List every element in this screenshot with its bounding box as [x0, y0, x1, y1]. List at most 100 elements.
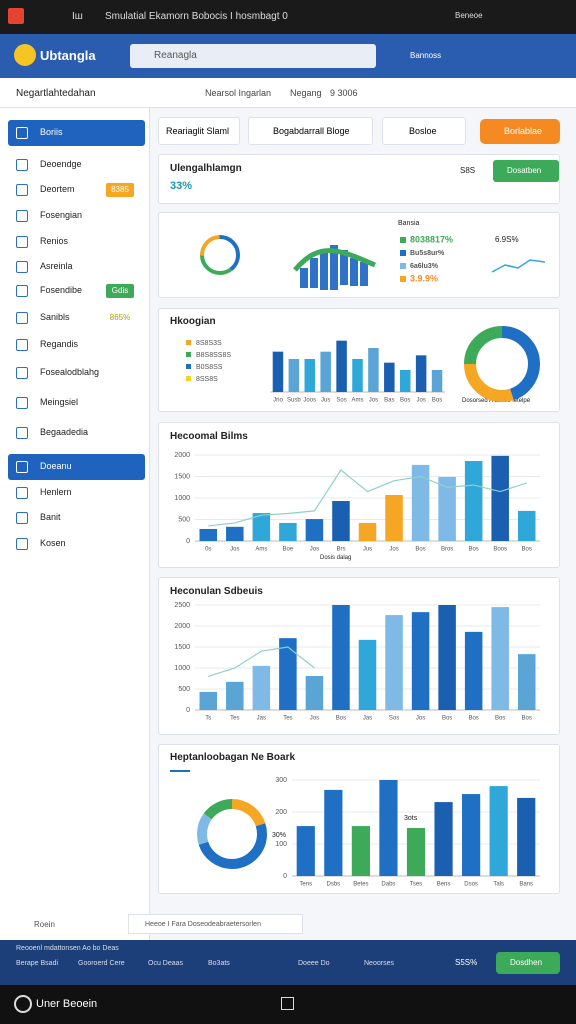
- donut-segment: [197, 799, 267, 869]
- primary-button[interactable]: Borlablae: [480, 119, 560, 144]
- donut-segment: [200, 235, 240, 275]
- sidebar-item[interactable]: Fosealodblahg: [40, 367, 100, 377]
- taskbar: [0, 985, 576, 1024]
- sidebar-item[interactable]: Doeanu: [40, 461, 72, 471]
- bar: [464, 631, 483, 710]
- donut-label: 30%: [272, 832, 287, 839]
- trend-line: [208, 469, 527, 527]
- window-icon[interactable]: [281, 997, 294, 1010]
- taskbar-start[interactable]: Uner Beoein: [36, 998, 98, 1010]
- breadcrumb: Nearsol Ingarlan: [205, 88, 272, 98]
- logo[interactable]: Ubtangla: [40, 48, 96, 63]
- summary-right: S8S: [460, 166, 476, 175]
- logo-icon: [14, 44, 36, 66]
- bar: [199, 691, 218, 710]
- x-tick-label: Jus: [321, 398, 330, 404]
- x-tick-label: Tes: [283, 716, 292, 722]
- y-tick-label: 0: [186, 707, 190, 714]
- sidebar-icon: [16, 312, 28, 324]
- legend-swatch: [186, 352, 191, 357]
- sidebar-icon: [16, 210, 28, 222]
- bar: [332, 605, 350, 710]
- sidebar-icon: [16, 236, 28, 248]
- sidebar-item[interactable]: Boriis: [40, 127, 63, 137]
- sidebar-item[interactable]: Kosen: [40, 538, 66, 548]
- sidebar-item[interactable]: Fosengian: [40, 210, 83, 220]
- sidebar-item[interactable]: Banit: [40, 512, 61, 522]
- legend-label: 3.9.9%: [410, 273, 438, 283]
- search-box[interactable]: Reanagla: [130, 44, 376, 68]
- x-tick-label: Jas: [363, 716, 372, 722]
- x-tick-label: Bos: [432, 398, 442, 404]
- bar: [226, 681, 244, 710]
- sidebar-item[interactable]: Meingsiel: [40, 397, 79, 407]
- sidebar-item[interactable]: Asreinla: [40, 261, 73, 271]
- sidebar-item[interactable]: Deoendge: [40, 159, 82, 169]
- x-tick-label: Tes: [230, 716, 239, 722]
- decor-wave: [293, 248, 376, 272]
- sidebar-icon: [16, 487, 28, 499]
- bar: [336, 340, 347, 392]
- sidebar-item[interactable]: Fosendibe: [40, 285, 83, 295]
- y-tick-label: 500: [178, 686, 190, 693]
- x-tick-label: Bos: [522, 716, 532, 722]
- legend-swatch: [186, 340, 191, 345]
- decor-bar: [330, 245, 338, 290]
- sidebar-item[interactable]: Henlern: [40, 487, 72, 497]
- x-tick-label: Sos: [389, 716, 399, 722]
- sidebar-item[interactable]: Regandis: [40, 339, 79, 349]
- y-tick-label: 1500: [174, 473, 190, 480]
- legend-label: 6a6lu3%: [410, 263, 439, 270]
- decor-wave: [491, 259, 546, 273]
- bottom-button[interactable]: Dosdhen: [496, 952, 560, 974]
- legend-label: Bu5s8ur%: [410, 250, 445, 257]
- sidebar-item[interactable]: Sanibls: [40, 312, 70, 322]
- sidebar-icon: [16, 512, 28, 524]
- bar: [226, 526, 244, 541]
- bar: [462, 794, 481, 876]
- bar: [434, 802, 453, 876]
- x-tick-label: Jos: [416, 398, 425, 404]
- start-icon[interactable]: [14, 995, 32, 1013]
- sidebar-item[interactable]: Deortem: [40, 184, 75, 194]
- sidebar-footer[interactable]: Roein: [34, 920, 55, 929]
- bottom-value: S5S%: [455, 958, 478, 967]
- bar: [324, 789, 343, 876]
- legend-swatch: [186, 364, 191, 369]
- bar: [279, 522, 297, 541]
- subheader: [0, 78, 576, 108]
- x-tick-label: Ams: [255, 547, 267, 553]
- bar: [304, 359, 316, 392]
- x-tick-label: Dsbs: [326, 882, 340, 888]
- legend-swatch: [400, 250, 406, 256]
- legend-label: B8S8SS8S: [196, 352, 231, 359]
- x-tick-label: Betes: [353, 882, 368, 888]
- legend-label: B0S8SS: [196, 364, 223, 371]
- y-tick-label: 100: [275, 841, 287, 848]
- tab[interactable]: Negang: [290, 88, 322, 98]
- bars1-x-label: Dosis dalag: [320, 555, 352, 561]
- sidebar-item[interactable]: Renios: [40, 236, 69, 246]
- toolbar-search[interactable]: Bosloe: [382, 117, 466, 145]
- decor-bar: [350, 258, 358, 286]
- bar: [406, 828, 426, 876]
- legend-swatch: [186, 376, 191, 381]
- header-right[interactable]: Bannoss: [410, 51, 442, 60]
- sidebar: [0, 108, 150, 940]
- bar: [438, 476, 456, 541]
- dropdown[interactable]: Bogabdarrall Bloge: [248, 117, 373, 145]
- x-tick-label: Bos: [468, 716, 478, 722]
- bar: [491, 455, 509, 541]
- x-tick-label: Jos: [310, 547, 319, 553]
- footer-note: Heeoe I Fara Doseodeabraetersorlen: [128, 914, 303, 934]
- summary-button[interactable]: Dosatben: [493, 160, 559, 182]
- x-tick-label: Dsos: [464, 882, 478, 888]
- x-tick-label: Bos: [400, 398, 410, 404]
- sidebar-active: [8, 454, 145, 480]
- y-tick-label: 2000: [174, 452, 190, 459]
- sidebar-item[interactable]: Begaadedia: [40, 427, 89, 437]
- y-tick-label: 1500: [174, 644, 190, 651]
- bar: [385, 494, 403, 541]
- bar: [252, 513, 271, 541]
- bar: [305, 675, 324, 710]
